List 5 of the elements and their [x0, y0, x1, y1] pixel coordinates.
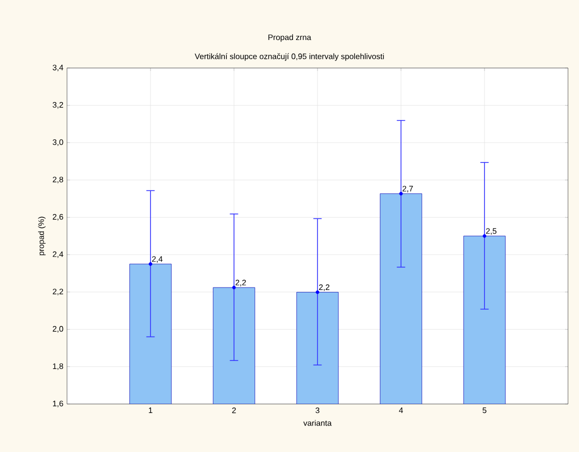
point	[399, 192, 403, 196]
point	[148, 262, 152, 266]
point	[232, 286, 236, 290]
point	[482, 234, 486, 238]
point	[316, 290, 320, 294]
